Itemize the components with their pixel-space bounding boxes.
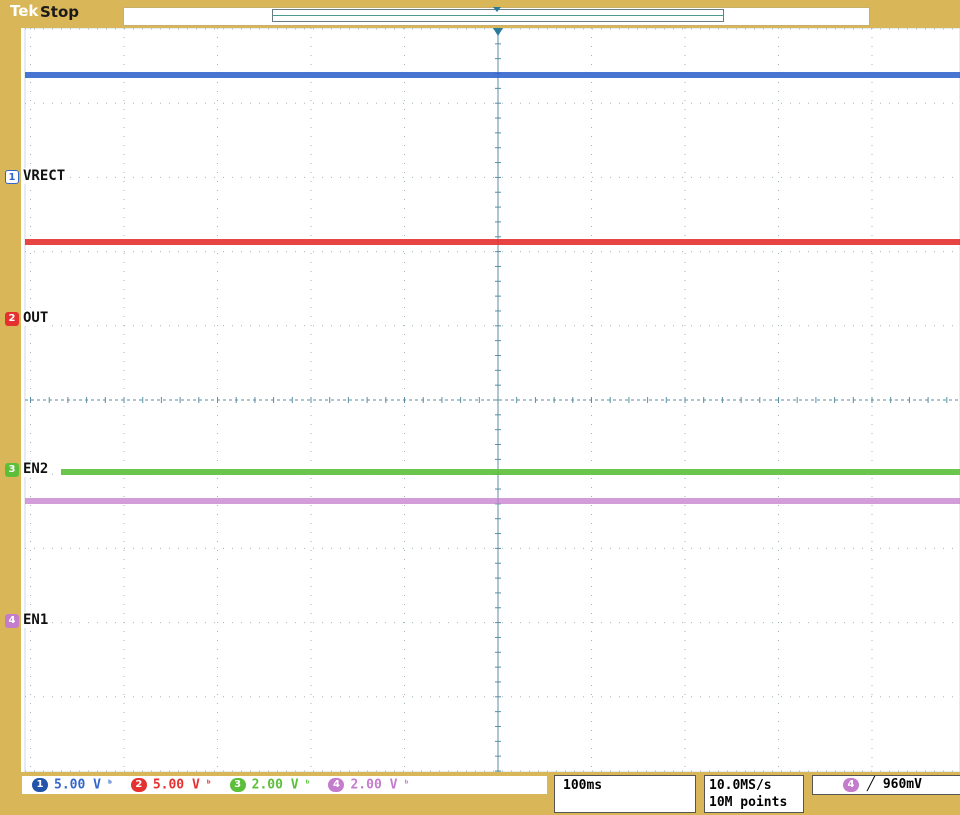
- bandwidth-limit-icon: ᵇ: [205, 779, 212, 790]
- grid-lines: [25, 28, 960, 772]
- channel-2-trace: [25, 239, 960, 245]
- channel-1-trace: [25, 72, 960, 78]
- channel-1-badge: 1: [32, 778, 48, 792]
- timebase-panel[interactable]: 100ms: [554, 775, 696, 813]
- channel-2-badge: 2: [130, 778, 147, 792]
- channel-4-badge: 4: [328, 778, 345, 792]
- channel-3-badge: 3: [229, 778, 246, 792]
- acquisition-panel[interactable]: 10.0MS/s 10M points: [704, 775, 804, 813]
- sample-rate: 10.0MS/s: [709, 778, 772, 793]
- record-view-line: [273, 15, 723, 16]
- rising-edge-icon: ╱: [867, 777, 875, 792]
- channel-3-label: EN2: [22, 461, 50, 477]
- channel-4-trace: [25, 498, 960, 504]
- channel-3-trace: [61, 469, 960, 475]
- channel-1-label: VRECT: [22, 168, 67, 184]
- channel-4-marker-icon[interactable]: 4: [5, 614, 19, 628]
- trigger-source-badge: 4: [843, 777, 859, 792]
- graticule: [24, 28, 960, 772]
- waveform-display[interactable]: [21, 28, 960, 772]
- acquisition-status: Stop: [40, 3, 80, 21]
- channel-2-label: OUT: [22, 310, 50, 326]
- trigger-time-marker-icon: [493, 28, 503, 36]
- bandwidth-limit-icon: ᵇ: [403, 779, 410, 790]
- trigger-position-icon: [493, 7, 501, 12]
- channel-1-marker-icon[interactable]: 1: [5, 170, 19, 184]
- channel-2-marker-icon[interactable]: 2: [5, 312, 19, 326]
- record-length: 10M points: [709, 795, 788, 810]
- trigger-level: 960mV: [882, 777, 922, 792]
- traces: [25, 72, 960, 504]
- time-per-division: 100ms: [563, 778, 603, 793]
- bandwidth-limit-icon: ᵇ: [304, 779, 311, 790]
- left-bezel: [0, 28, 21, 772]
- brand-logo: Tek: [10, 2, 39, 20]
- channel-3-marker-icon[interactable]: 3: [5, 463, 19, 477]
- bandwidth-limit-icon: ᵇ: [106, 779, 113, 790]
- graticule-border: [24, 28, 960, 772]
- channel-4-label: EN1: [22, 612, 50, 628]
- trigger-panel[interactable]: 4 ╱ 960mV: [812, 775, 960, 795]
- top-status-bar: Tek Stop: [0, 0, 960, 28]
